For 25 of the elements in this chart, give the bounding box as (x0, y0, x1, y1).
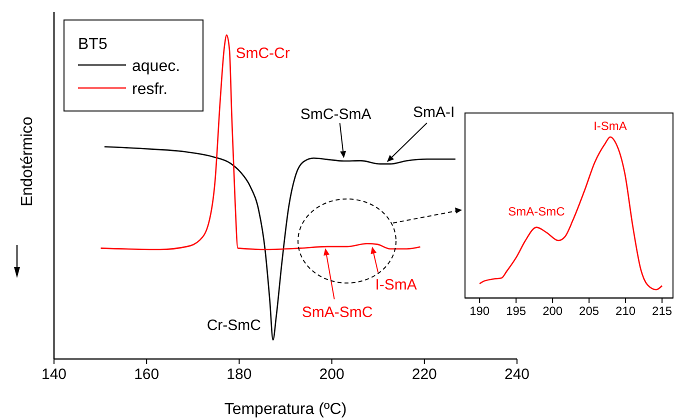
x-tick-label: 200 (542, 304, 563, 318)
annotation: I-SmA (594, 119, 627, 133)
x-tick-label: 195 (506, 304, 526, 318)
x-tick-label: 220 (412, 366, 437, 383)
annotation: SmA-I (413, 104, 455, 122)
legend-label: resfr. (132, 81, 168, 98)
legend-label: aquec. (132, 58, 180, 75)
x-tick-label: 160 (134, 366, 160, 383)
annotation: Cr-SmC (206, 316, 262, 334)
x-tick-label: 240 (504, 366, 530, 383)
annotation: SmC-Cr (236, 45, 290, 62)
x-tick-label: 210 (616, 304, 636, 318)
x-tick-label: 200 (319, 366, 344, 383)
x-tick-label: 190 (470, 304, 490, 318)
annotation: SmA-SmC (508, 204, 566, 218)
x-tick-label: 140 (41, 366, 67, 383)
annotation: SmC-SmA (300, 106, 372, 124)
annotation: I-SmA (375, 276, 417, 294)
y-axis-title: Endotérmico (19, 116, 36, 206)
x-tick-label: 205 (579, 304, 600, 318)
legend-title: BT5 (78, 36, 108, 53)
x-axis-title: Temperatura (ºC) (224, 401, 347, 418)
x-tick-label: 215 (652, 304, 672, 318)
annotation: SmA-SmC (302, 304, 373, 322)
x-tick-label: 180 (226, 366, 252, 383)
